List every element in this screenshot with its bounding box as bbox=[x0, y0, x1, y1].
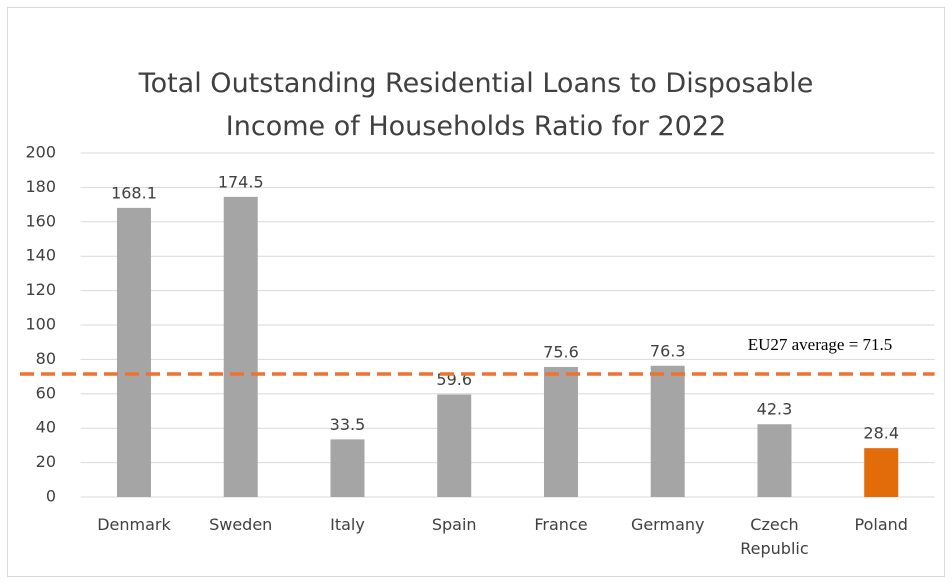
x-tick-label: Czech Republic bbox=[740, 515, 809, 558]
x-tick-label-box: Spain bbox=[431, 515, 477, 534]
data-label: 33.5 bbox=[330, 415, 366, 434]
bar bbox=[330, 439, 365, 497]
bar bbox=[116, 207, 151, 498]
bar bbox=[757, 424, 792, 497]
y-tick-label: 180 bbox=[25, 177, 56, 196]
reference-label: EU27 average = 71.5 bbox=[748, 335, 893, 354]
bar bbox=[223, 196, 258, 498]
y-tick-label: 140 bbox=[25, 246, 56, 265]
y-tick-label: 80 bbox=[36, 349, 56, 368]
y-tick-label: 160 bbox=[25, 211, 56, 230]
x-tick-label-box: Czech Republic bbox=[740, 515, 809, 558]
y-tick-label: 40 bbox=[36, 418, 56, 437]
y-tick-label: 20 bbox=[36, 452, 56, 471]
x-tick-label: Poland bbox=[854, 515, 908, 534]
x-tick-label-box: Germany bbox=[630, 515, 705, 534]
bar bbox=[864, 448, 899, 497]
data-label: 28.4 bbox=[863, 424, 899, 443]
x-tick-label: Germany bbox=[630, 515, 705, 534]
y-tick-label: 60 bbox=[36, 383, 56, 402]
x-tick-label-box: France bbox=[534, 515, 588, 534]
data-label: 75.6 bbox=[543, 342, 579, 361]
x-tick-label-box: Denmark bbox=[97, 515, 171, 534]
x-tick-label: Italy bbox=[330, 515, 365, 534]
bar bbox=[543, 366, 578, 497]
x-tick-label-box: Poland bbox=[854, 515, 908, 534]
x-tick-label: France bbox=[534, 515, 588, 534]
data-label: 168.1 bbox=[111, 183, 157, 202]
bar bbox=[437, 394, 472, 497]
bar bbox=[650, 365, 685, 497]
y-tick-label: 100 bbox=[25, 315, 56, 334]
data-label: 174.5 bbox=[218, 172, 264, 191]
y-tick-label: 200 bbox=[25, 143, 56, 162]
x-tick-label: Spain bbox=[431, 515, 477, 534]
chart-title: Total Outstanding Residential Loans to D… bbox=[138, 68, 814, 142]
x-tick-label-box: Sweden bbox=[209, 515, 273, 534]
chart-title-box: Total Outstanding Residential Loans to D… bbox=[138, 68, 814, 142]
data-label: 42.3 bbox=[757, 400, 793, 419]
y-tick-label: 0 bbox=[46, 487, 56, 506]
y-tick-label: 120 bbox=[25, 280, 56, 299]
x-tick-label: Sweden bbox=[209, 515, 273, 534]
data-label: 76.3 bbox=[650, 341, 686, 360]
x-tick-label-box: Italy bbox=[330, 515, 365, 534]
x-tick-label: Denmark bbox=[97, 515, 171, 534]
